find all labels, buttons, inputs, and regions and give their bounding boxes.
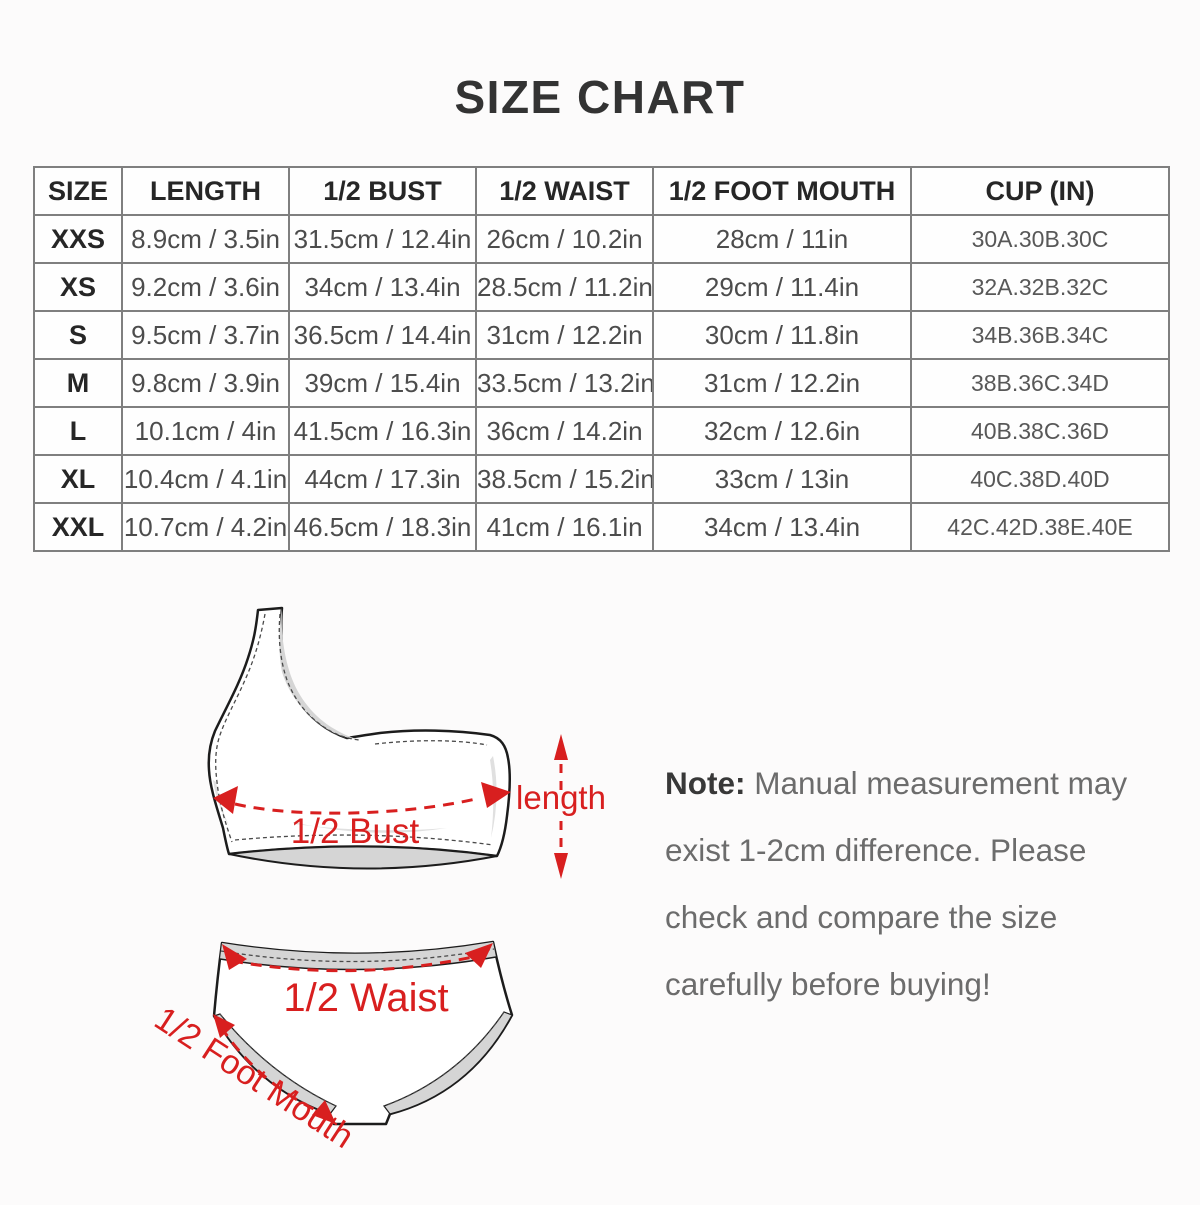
cell-bust: 31.5cm / 12.4in <box>288 214 477 264</box>
cell-foot-mouth: 33cm / 13in <box>652 454 912 504</box>
table-row-xl: XL 10.4cm / 4.1in 44cm / 17.3in 38.5cm /… <box>33 454 1170 504</box>
cell-bust: 46.5cm / 18.3in <box>288 502 477 552</box>
bust-label: 1/2 Bust <box>291 812 420 851</box>
left-shadow <box>213 780 229 826</box>
cell-length: 9.8cm / 3.9in <box>121 358 290 408</box>
cell-foot-mouth: 31cm / 12.2in <box>652 358 912 408</box>
length-arrowhead-down <box>554 853 568 879</box>
bust-arrowhead-right <box>481 782 511 808</box>
table-row-xs: XS 9.2cm / 3.6in 34cm / 13.4in 28.5cm / … <box>33 262 1170 312</box>
cell-size: XXL <box>33 502 123 552</box>
cell-foot-mouth: 30cm / 11.8in <box>652 310 912 360</box>
cell-waist: 31cm / 12.2in <box>475 310 654 360</box>
seam-stitches <box>215 613 494 846</box>
col-header-half-waist: 1/2 WAIST <box>475 166 654 216</box>
cell-cup: 40C.38D.40D <box>910 454 1170 504</box>
cell-length: 9.2cm / 3.6in <box>121 262 290 312</box>
page-title: SIZE CHART <box>454 71 746 123</box>
note-body: Manual measurement may exist 1-2cm diffe… <box>665 765 1128 1002</box>
waist-arrowhead-left <box>222 944 247 970</box>
cell-size: XL <box>33 454 123 504</box>
foot-mouth-arrowhead-top <box>213 1014 235 1038</box>
cell-waist: 26cm / 10.2in <box>475 214 654 264</box>
waistband-shading <box>220 942 496 970</box>
cell-bust: 36.5cm / 14.4in <box>288 310 477 360</box>
cell-length: 8.9cm / 3.5in <box>121 214 290 264</box>
col-header-size: SIZE <box>33 166 123 216</box>
cell-waist: 38.5cm / 15.2in <box>475 454 654 504</box>
cell-waist: 41cm / 16.1in <box>475 502 654 552</box>
table-row-xxl: XXL 10.7cm / 4.2in 46.5cm / 18.3in 41cm … <box>33 502 1170 552</box>
cell-cup: 38B.36C.34D <box>910 358 1170 408</box>
cell-foot-mouth: 28cm / 11in <box>652 214 912 264</box>
table-row-m: M 9.8cm / 3.9in 39cm / 15.4in 33.5cm / 1… <box>33 358 1170 408</box>
length-measure-arrow: length <box>516 734 606 879</box>
cell-size: XS <box>33 262 123 312</box>
waist-label: 1/2 Waist <box>283 976 448 1020</box>
cell-foot-mouth: 32cm / 12.6in <box>652 406 912 456</box>
size-table: SIZE LENGTH 1/2 BUST 1/2 WAIST 1/2 FOOT … <box>33 166 1170 552</box>
table-header-row: SIZE LENGTH 1/2 BUST 1/2 WAIST 1/2 FOOT … <box>33 166 1170 216</box>
table-row-s: S 9.5cm / 3.7in 36.5cm / 14.4in 31cm / 1… <box>33 310 1170 360</box>
cell-bust: 39cm / 15.4in <box>288 358 477 408</box>
cell-foot-mouth: 34cm / 13.4in <box>652 502 912 552</box>
bust-arrowhead-left <box>213 786 238 814</box>
table-row-l: L 10.1cm / 4in 41.5cm / 16.3in 36cm / 14… <box>33 406 1170 456</box>
cell-cup: 30A.30B.30C <box>910 214 1170 264</box>
cell-cup: 40B.38C.36D <box>910 406 1170 456</box>
cell-cup: 34B.36B.34C <box>910 310 1170 360</box>
cell-foot-mouth: 29cm / 11.4in <box>652 262 912 312</box>
bust-measure-arrow: 1/2 Bust <box>213 782 511 851</box>
note-label: Note: <box>665 765 746 801</box>
waist-measure-arrow: 1/2 Waist <box>222 943 493 1020</box>
cell-size: S <box>33 310 123 360</box>
cell-length: 10.1cm / 4in <box>121 406 290 456</box>
cell-length: 9.5cm / 3.7in <box>121 310 290 360</box>
waist-arrowhead-right <box>465 943 493 968</box>
bikini-top-illustration: 1/2 Bust length <box>207 606 606 879</box>
col-header-length: LENGTH <box>121 166 290 216</box>
col-header-half-bust: 1/2 BUST <box>288 166 477 216</box>
cell-bust: 34cm / 13.4in <box>288 262 477 312</box>
bikini-bottom-illustration: 1/2 Waist 1/2 Foot Mouth <box>148 940 514 1156</box>
cell-size: M <box>33 358 123 408</box>
size-table-grid: SIZE LENGTH 1/2 BUST 1/2 WAIST 1/2 FOOT … <box>33 166 1170 552</box>
col-header-half-foot-mouth: 1/2 FOOT MOUTH <box>652 166 912 216</box>
hem-band <box>228 845 498 870</box>
mid-shadow <box>293 822 447 833</box>
cell-size: L <box>33 406 123 456</box>
foot-mouth-arrowhead-bottom <box>312 1100 336 1124</box>
cell-waist: 33.5cm / 13.2in <box>475 358 654 408</box>
table-row-xxs: XXS 8.9cm / 3.5in 31.5cm / 12.4in 26cm /… <box>33 214 1170 264</box>
cell-waist: 36cm / 14.2in <box>475 406 654 456</box>
cell-length: 10.4cm / 4.1in <box>121 454 290 504</box>
col-header-cup: CUP (IN) <box>910 166 1170 216</box>
cell-size: XXS <box>33 214 123 264</box>
cell-bust: 44cm / 17.3in <box>288 454 477 504</box>
cell-cup: 32A.32B.32C <box>910 262 1170 312</box>
cell-length: 10.7cm / 4.2in <box>121 502 290 552</box>
cell-waist: 28.5cm / 11.2in <box>475 262 654 312</box>
length-arrowhead-up <box>554 734 568 760</box>
note-text: Note: Manual measurement may exist 1-2cm… <box>665 750 1143 1018</box>
length-label: length <box>516 779 606 816</box>
cell-cup: 42C.42D.38E.40E <box>910 502 1170 552</box>
cell-bust: 41.5cm / 16.3in <box>288 406 477 456</box>
